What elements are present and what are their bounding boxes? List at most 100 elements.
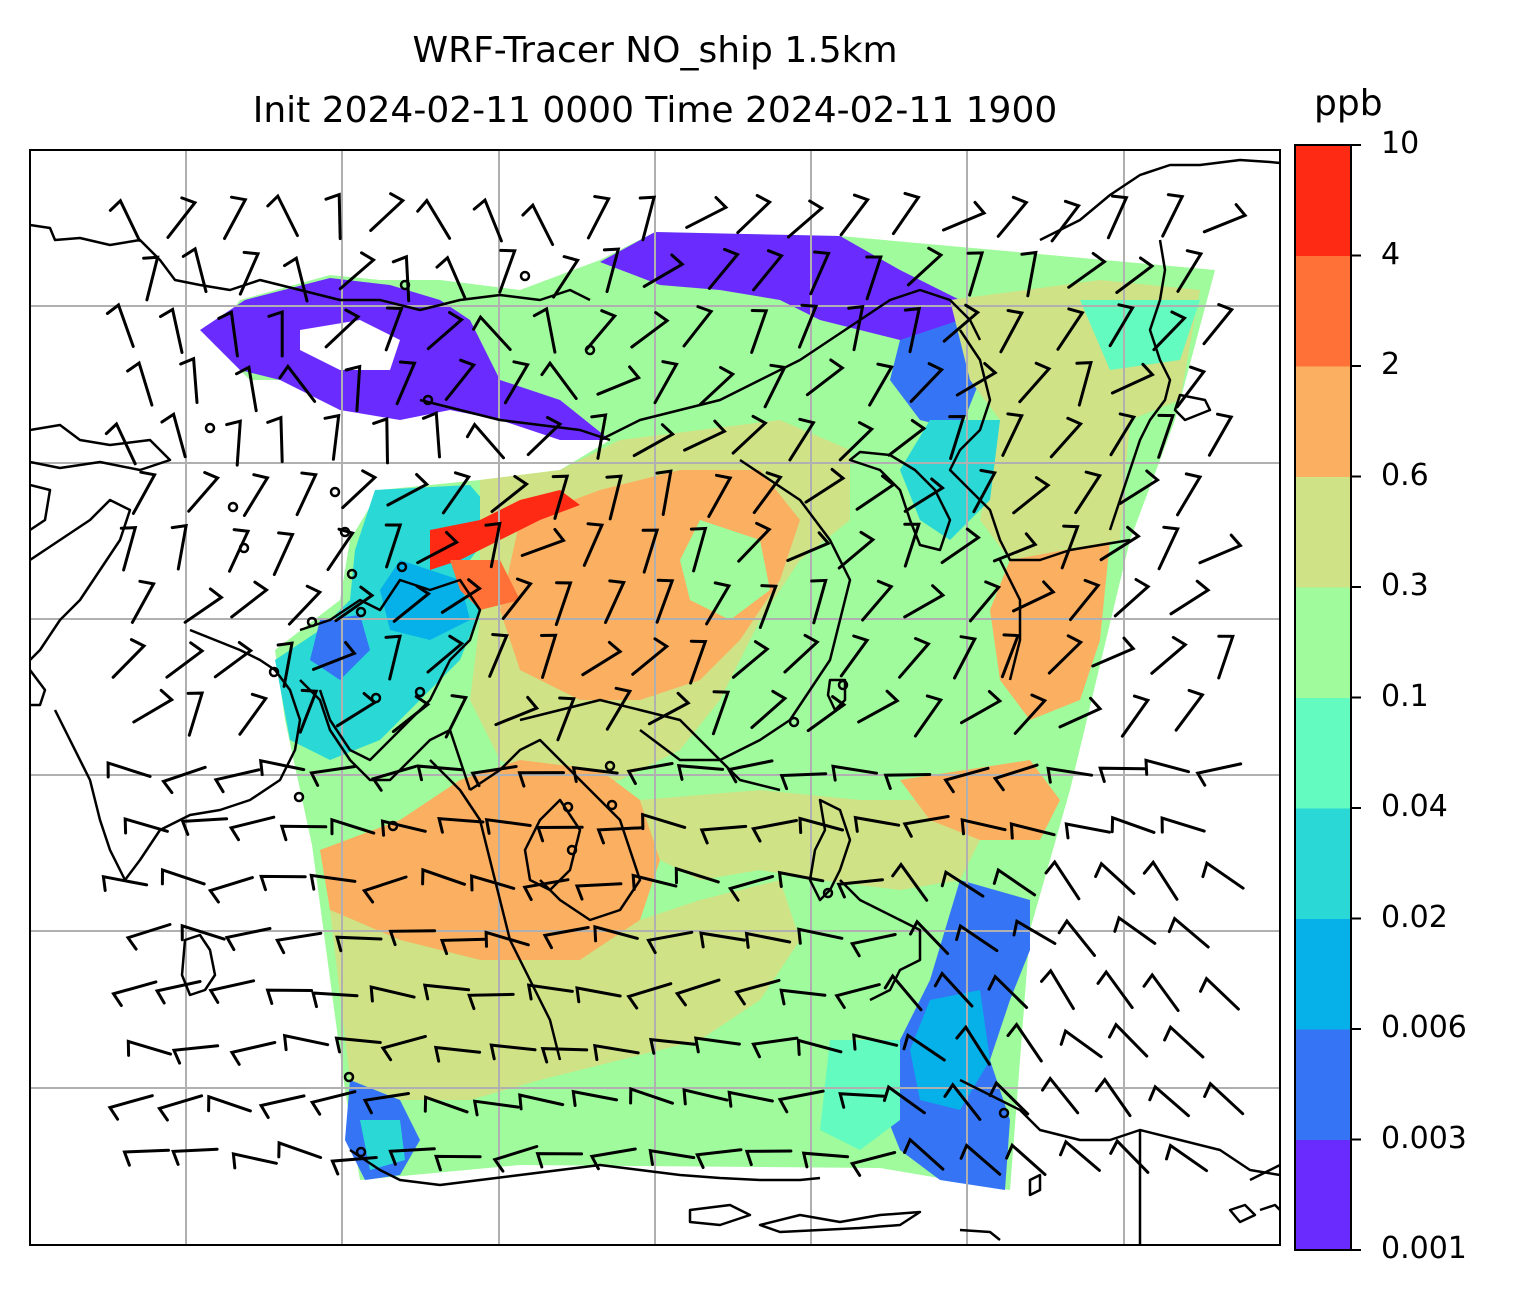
wind-barb [883, 973, 923, 1012]
wind-barb [309, 873, 357, 891]
wind-barb [1163, 1024, 1205, 1059]
wind-barb [111, 638, 147, 679]
wind-barb [685, 196, 729, 229]
wind-barb [380, 1034, 427, 1062]
wind-barb [731, 640, 770, 679]
wind-barb [484, 930, 530, 948]
wind-barb [1067, 251, 1107, 289]
wind-barb [126, 1039, 172, 1057]
wind-barb [108, 198, 141, 242]
wind-barb [1058, 696, 1103, 729]
wind-barb [996, 195, 1029, 238]
wind-barb [626, 982, 673, 1010]
colorbar-segment [1295, 808, 1351, 919]
wind-barb [750, 309, 769, 354]
wind-barb [1161, 193, 1185, 238]
wind-barb [1207, 412, 1234, 457]
wind-barb [326, 527, 355, 572]
calm-wind-circle [396, 561, 408, 573]
wind-barb [837, 530, 876, 570]
wind-barb [101, 874, 149, 892]
wind-barb [472, 314, 512, 351]
wind-barb [122, 1148, 170, 1167]
wind-barb [693, 1036, 741, 1054]
wind-barb [498, 248, 517, 294]
wind-barb [1110, 362, 1155, 395]
colorbar-tick-label: 2 [1381, 347, 1401, 382]
wind-barb [903, 584, 946, 619]
wind-barb [224, 927, 272, 952]
wind-barb [948, 414, 966, 460]
wind-barb [972, 468, 997, 514]
wind-barb [490, 474, 530, 513]
wind-barb [943, 1082, 982, 1121]
wind-barb [416, 764, 464, 782]
wind-barb [181, 246, 208, 294]
wind-barb [1113, 915, 1157, 945]
wind-barb [467, 992, 515, 1011]
wind-barb [142, 255, 160, 302]
wind-barb [324, 192, 342, 241]
wind-barb [942, 200, 987, 232]
colorbar-segment [1295, 1139, 1351, 1251]
wind-barb [542, 926, 590, 950]
wind-barb [283, 255, 309, 303]
wind-barb [861, 579, 894, 622]
wind-barb [798, 816, 844, 834]
wind-barb [806, 695, 847, 733]
calm-wind-circle [837, 679, 849, 691]
wind-barb [987, 974, 1029, 1009]
wind-barb [384, 523, 403, 569]
coastlines [30, 158, 1280, 1245]
wind-barb [1013, 693, 1048, 735]
wind-barb [439, 937, 488, 956]
wind-barb [277, 1140, 323, 1159]
wind-barb [674, 978, 721, 1007]
wind-barb [906, 246, 944, 287]
wind-barb [882, 1084, 926, 1115]
wind-barb [1046, 766, 1094, 784]
wind-barb [156, 1094, 204, 1122]
colorbar-tick-label: 0.3 [1381, 568, 1429, 603]
wind-barb [1047, 634, 1084, 675]
wind-barb [275, 931, 323, 955]
wind-barb [166, 196, 198, 239]
colorbar-tick-label: 0.1 [1381, 678, 1429, 714]
wind-barb [1142, 972, 1180, 1012]
calm-wind-circle [293, 791, 305, 803]
wind-barb [422, 983, 471, 1001]
wind-barb [132, 688, 175, 724]
wind-barb [629, 1086, 674, 1105]
wind-barb [903, 522, 921, 568]
wind-barb [435, 255, 467, 300]
wind-barb [796, 1038, 843, 1056]
wind-barb [440, 578, 483, 614]
wind-barb [369, 985, 416, 1003]
wind-barb [392, 584, 432, 623]
wind-barb [786, 199, 825, 239]
wind-barb [1020, 250, 1038, 298]
wind-barb [225, 419, 242, 467]
wind-barb [171, 1044, 220, 1065]
wind-barb [589, 1147, 637, 1171]
map-title-line2: Init 2024-02-11 0000 Time 2024-02-11 190… [252, 90, 1058, 131]
wind-barb [287, 584, 323, 626]
wind-barb [847, 304, 865, 352]
wind-barb [130, 579, 156, 624]
wind-barb [238, 692, 269, 736]
wind-barb [955, 362, 998, 397]
wind-barb [217, 310, 239, 358]
wind-barb [520, 527, 566, 557]
wind-barb [258, 758, 306, 777]
wind-barb [1108, 303, 1135, 348]
wind-barb [551, 474, 570, 520]
wind-barb [160, 411, 187, 459]
wind-barb [1059, 1028, 1103, 1059]
wind-barb [831, 764, 878, 782]
wind-barb [852, 1033, 899, 1051]
wind-barb [1009, 822, 1056, 840]
wind-barb [584, 309, 618, 352]
wind-barb [855, 474, 897, 511]
wind-barb [959, 1143, 1002, 1176]
wind-barb [711, 690, 731, 736]
